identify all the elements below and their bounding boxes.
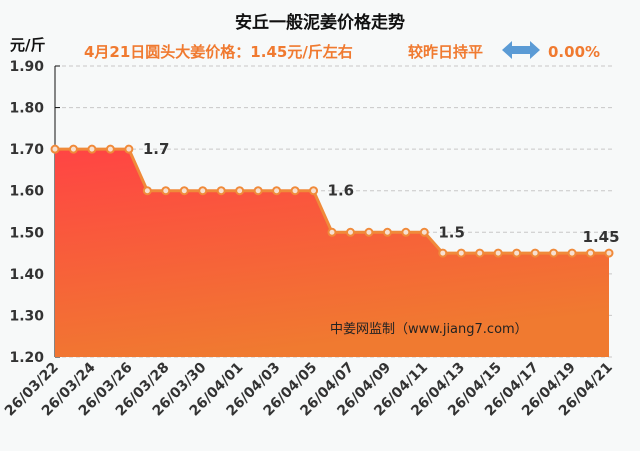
data-point	[382, 227, 392, 237]
data-point	[475, 248, 485, 258]
y-tick-label: 1.80	[9, 101, 44, 117]
y-tick-label: 1.20	[9, 350, 44, 366]
change-value: 0.00%	[548, 43, 600, 61]
chart-title: 安丘一般泥姜价格走势	[235, 12, 405, 33]
data-point	[235, 186, 245, 196]
change-text: 较昨日持平	[408, 43, 483, 61]
data-point	[68, 144, 78, 154]
y-tick-label: 1.50	[9, 225, 44, 241]
data-label: 1.5	[438, 223, 465, 241]
data-point	[50, 144, 60, 154]
left-right-arrow-icon	[502, 41, 540, 59]
y-tick-label: 1.90	[9, 59, 44, 75]
data-point	[161, 186, 171, 196]
chart-subtitle: 4月21日圆头大姜价格：1.45元/斤左右	[84, 43, 353, 61]
data-point	[567, 248, 577, 258]
y-tick-label: 1.70	[9, 142, 44, 158]
y-tick-label: 1.60	[9, 184, 44, 200]
area-fill	[55, 149, 609, 357]
data-label: 1.7	[143, 140, 170, 158]
data-point	[272, 186, 282, 196]
data-point	[364, 227, 374, 237]
y-tick-label: 1.30	[9, 308, 44, 324]
watermark: 中姜网监制（www.jiang7.com）	[330, 322, 528, 337]
data-point	[105, 144, 115, 154]
data-point	[456, 248, 466, 258]
data-point	[198, 186, 208, 196]
data-point	[87, 144, 97, 154]
y-axis-label: 元/斤	[10, 36, 45, 54]
data-label: 1.6	[328, 182, 355, 200]
data-point	[142, 186, 152, 196]
data-point	[604, 248, 614, 258]
data-point	[512, 248, 522, 258]
data-point	[345, 227, 355, 237]
data-point	[290, 186, 300, 196]
data-point	[401, 227, 411, 237]
data-label: 1.45	[583, 228, 620, 246]
data-point	[216, 186, 226, 196]
data-point	[493, 248, 503, 258]
data-point	[438, 248, 448, 258]
data-point	[530, 248, 540, 258]
data-point	[309, 186, 319, 196]
data-point	[586, 248, 596, 258]
data-point	[179, 186, 189, 196]
data-point	[253, 186, 263, 196]
data-point	[549, 248, 559, 258]
data-point	[124, 144, 134, 154]
data-point	[327, 227, 337, 237]
data-point	[419, 227, 429, 237]
y-tick-label: 1.40	[9, 267, 44, 283]
